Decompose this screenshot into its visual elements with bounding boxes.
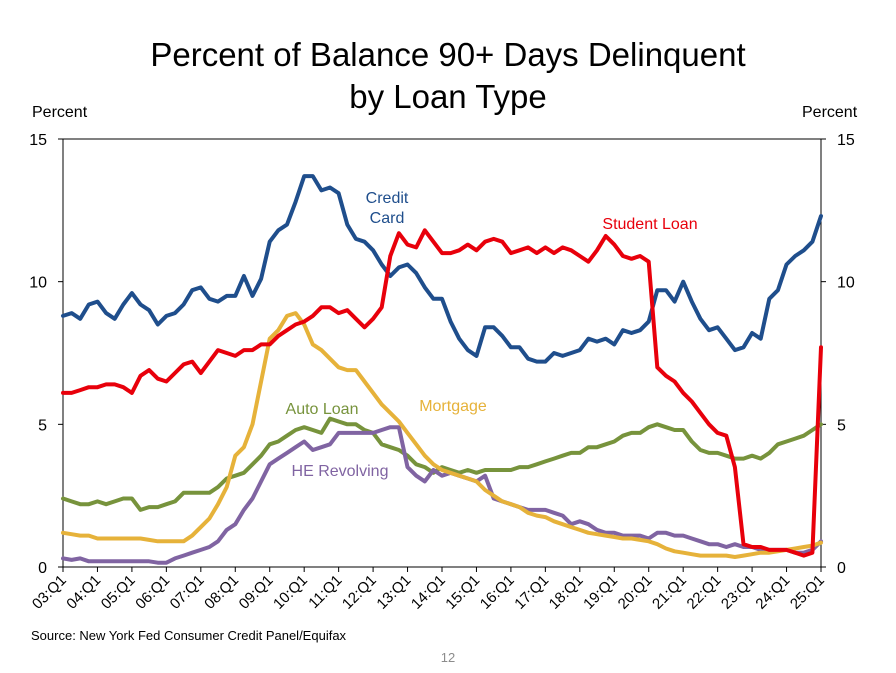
y-tick-label-left: 10: [29, 275, 47, 292]
plot-frame: [62, 138, 822, 568]
x-tick-label: 25:Q1: [787, 572, 828, 613]
x-axis: 03:Q104:Q105:Q106:Q107:Q108:Q109:Q110:Q1…: [29, 567, 828, 613]
series-label-student-loan: Student Loan: [602, 216, 697, 233]
series-line-he-revolving: [61, 425, 823, 565]
x-tick-label: 16:Q1: [477, 572, 518, 613]
x-tick-label: 24:Q1: [752, 572, 793, 613]
page-number: 12: [440, 650, 456, 665]
x-tick-label: 21:Q1: [649, 572, 690, 613]
x-tick-label: 13:Q1: [373, 572, 414, 613]
y-tick-label-right: 5: [837, 417, 846, 434]
series-line-auto-loan: [61, 416, 823, 512]
x-tick-label: 12:Q1: [339, 572, 380, 613]
series-lines: [61, 174, 823, 565]
left-y-axis: 0 5 10 15: [29, 132, 63, 577]
x-tick-label: 11:Q1: [305, 572, 345, 612]
series-label-mortgage: Mortgage: [419, 398, 487, 415]
series-label-auto-loan: Auto Loan: [286, 401, 359, 418]
x-tick-label: 20:Q1: [615, 572, 656, 613]
source-note: Source: New York Fed Consumer Credit Pan…: [31, 628, 347, 643]
left-axis-unit-label: Percent: [32, 104, 88, 121]
x-tick-label: 23:Q1: [718, 572, 759, 613]
x-tick-label: 22:Q1: [684, 572, 725, 613]
series-line-mortgage: [61, 311, 823, 559]
y-tick-label-right: 15: [837, 132, 855, 149]
y-tick-label-left: 15: [29, 132, 47, 149]
y-tick-label-left: 0: [38, 560, 47, 577]
series-label-credit-card: Credit Card: [366, 190, 409, 227]
chart-title-line-1: Percent of Balance 90+ Days Delinquent: [150, 36, 746, 73]
x-tick-label: 08:Q1: [201, 572, 242, 613]
x-tick-label: 06:Q1: [132, 572, 173, 613]
x-tick-label: 15:Q1: [442, 572, 483, 613]
x-tick-label: 09:Q1: [236, 572, 277, 613]
series-line-student-loan: [61, 228, 823, 558]
x-tick-label: 14:Q1: [408, 572, 449, 613]
plot-border: [62, 138, 822, 568]
x-tick-label: 17:Q1: [511, 572, 552, 613]
x-tick-label: 19:Q1: [580, 572, 621, 613]
right-axis-unit-label: Percent: [802, 104, 858, 121]
x-tick-label: 04:Q1: [63, 572, 104, 613]
chart-title-line-2: by Loan Type: [349, 78, 547, 115]
y-tick-label-left: 5: [38, 417, 47, 434]
x-tick-label: 10:Q1: [270, 572, 311, 613]
series-labels: Credit Card Student Loan Mortgage Auto Loan H…: [286, 190, 698, 480]
x-tick-label: 03:Q1: [29, 572, 70, 613]
x-tick-label: 18:Q1: [546, 572, 587, 613]
y-tick-label-right: 0: [837, 560, 846, 577]
x-tick-label: 05:Q1: [98, 572, 139, 613]
right-y-axis: 0 5 10 15: [821, 132, 855, 577]
series-label-he-revolving: HE Revolving: [292, 463, 389, 480]
y-tick-label-right: 10: [837, 275, 855, 292]
x-tick-label: 07:Q1: [167, 572, 208, 613]
series-line-credit-card: [61, 174, 823, 364]
